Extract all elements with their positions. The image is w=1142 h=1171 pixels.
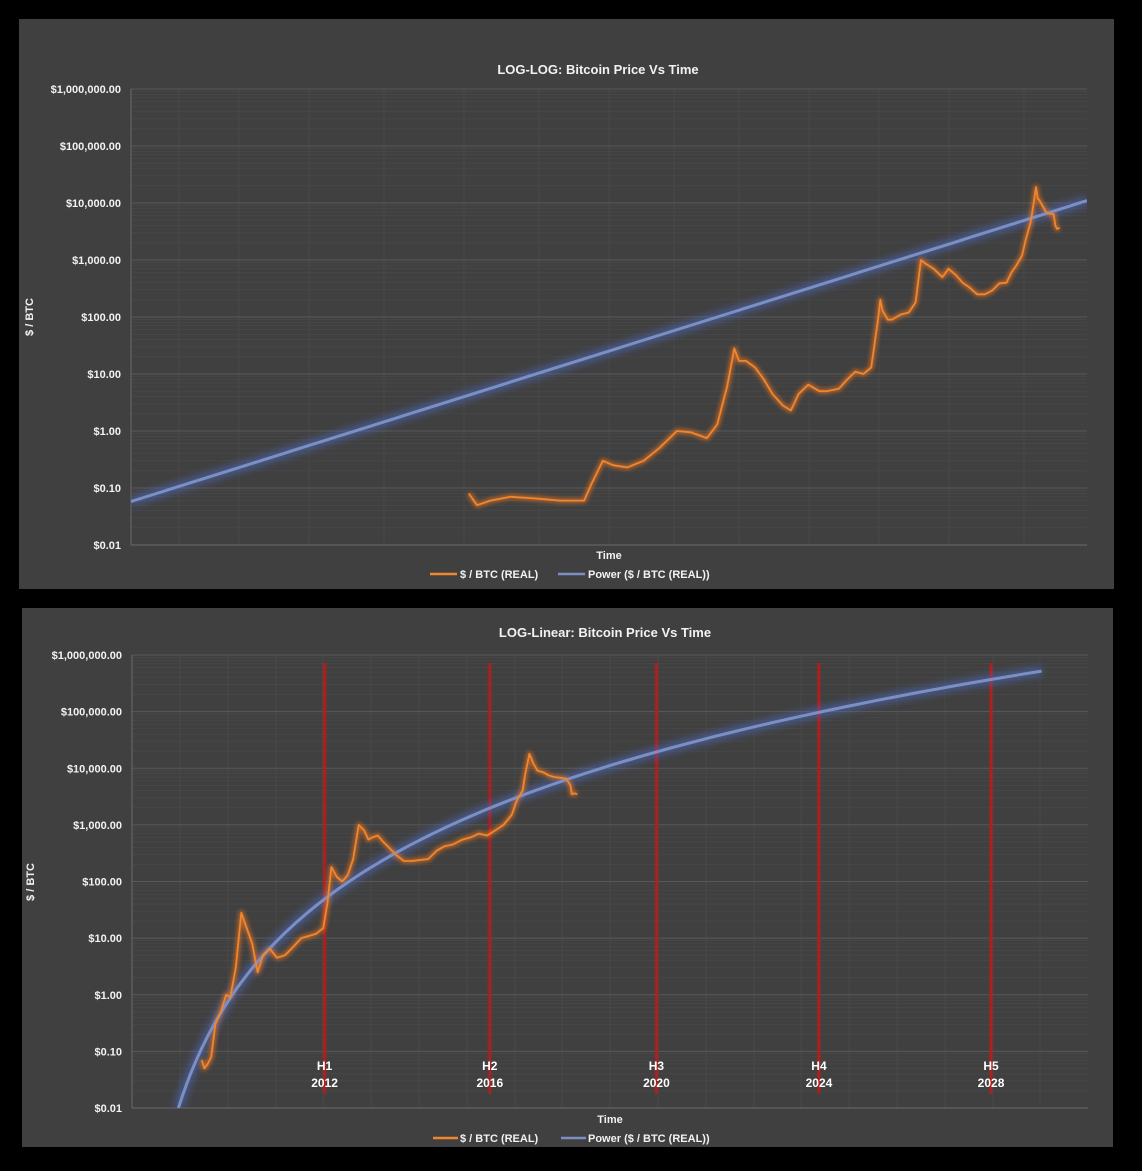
- chart-legend: $ / BTC (REAL) Power ($ / BTC (REAL)): [430, 569, 710, 581]
- loglinear-chart-svg: LOG-Linear: Bitcoin Price Vs Time $ / BT…: [25, 625, 1088, 1145]
- y-tick-label: $1,000,000.00: [52, 650, 122, 662]
- legend-label-price: $ / BTC (REAL): [460, 1133, 539, 1145]
- power-series-line: [131, 199, 1087, 503]
- chart-legend: $ / BTC (REAL) Power ($ / BTC (REAL)): [433, 1133, 710, 1145]
- halving-year-label: 2028: [978, 1076, 1005, 1090]
- y-tick-label: $0.10: [93, 483, 121, 495]
- halving-label: H5: [983, 1059, 999, 1073]
- halving-label: H2: [482, 1059, 498, 1073]
- halving-label: H4: [811, 1059, 827, 1073]
- y-tick-label: $0.01: [93, 540, 121, 552]
- y-tick-label: $0.01: [94, 1103, 122, 1115]
- loglog-chart-svg: LOG-LOG: Bitcoin Price Vs Time $ / BTC T…: [24, 62, 1087, 581]
- y-tick-label: $1.00: [93, 426, 121, 438]
- y-tick-label: $1.00: [94, 990, 122, 1002]
- power-series-line: [176, 669, 1042, 1108]
- y-axis-title: $ / BTC: [24, 298, 36, 336]
- price-series-line: [468, 186, 1061, 507]
- grid: [132, 654, 1088, 1109]
- y-tick-label: $100.00: [82, 877, 122, 889]
- halving-year-label: 2024: [806, 1076, 833, 1090]
- y-tick-label: $10.00: [88, 933, 122, 945]
- y-tick-label: $1,000.00: [73, 820, 122, 832]
- loglinear-chart-panel: LOG-Linear: Bitcoin Price Vs Time $ / BT…: [22, 608, 1113, 1147]
- y-tick-label: $100,000.00: [60, 141, 121, 153]
- y-axis-title: $ / BTC: [25, 863, 37, 901]
- grid: [131, 88, 1087, 546]
- halving-label: H1: [317, 1059, 333, 1073]
- halving-year-label: 2020: [643, 1076, 670, 1090]
- legend-label-power: Power ($ / BTC (REAL)): [588, 1133, 710, 1145]
- x-axis-title: Time: [596, 550, 621, 562]
- y-tick-label: $1,000.00: [72, 255, 121, 267]
- y-tick-label: $1,000,000.00: [51, 84, 121, 96]
- y-tick-label: $100.00: [81, 312, 121, 324]
- y-tick-label: $0.10: [94, 1046, 122, 1058]
- y-tick-label: $100,000.00: [61, 707, 122, 719]
- y-tick-label: $10,000.00: [66, 198, 121, 210]
- legend-label-power: Power ($ / BTC (REAL)): [588, 569, 710, 581]
- loglog-chart-panel: LOG-LOG: Bitcoin Price Vs Time $ / BTC T…: [19, 19, 1114, 589]
- chart-title: LOG-LOG: Bitcoin Price Vs Time: [497, 62, 698, 77]
- price-series-line: [200, 752, 578, 1070]
- halving-label: H3: [649, 1059, 665, 1073]
- y-tick-label: $10,000.00: [67, 763, 122, 775]
- halving-year-label: 2016: [476, 1076, 503, 1090]
- x-axis-title: Time: [597, 1114, 622, 1126]
- chart-title: LOG-Linear: Bitcoin Price Vs Time: [499, 625, 711, 640]
- legend-label-price: $ / BTC (REAL): [460, 569, 539, 581]
- halving-year-label: 2012: [311, 1076, 338, 1090]
- y-tick-label: $10.00: [87, 369, 121, 381]
